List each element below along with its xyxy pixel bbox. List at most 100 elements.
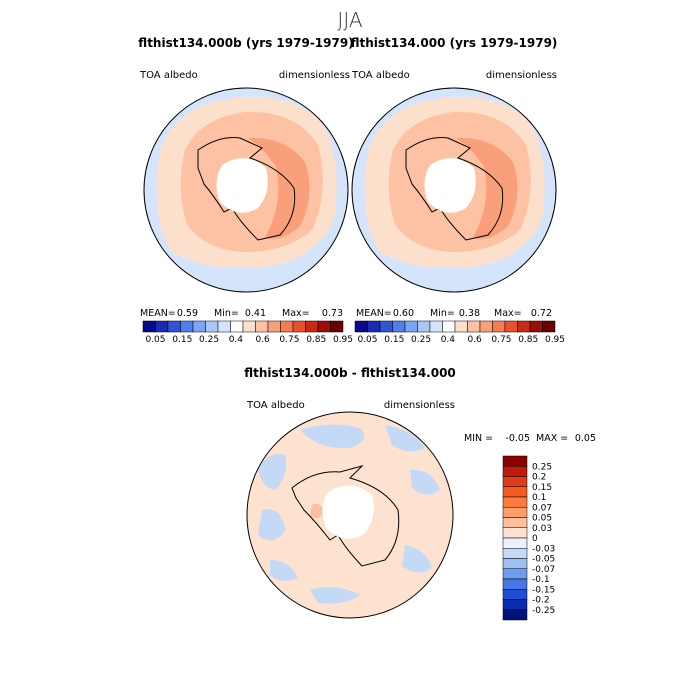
negative-patch — [300, 424, 365, 449]
panel-3-max-value: 0.05 — [575, 433, 596, 444]
colorbar-swatch — [502, 568, 528, 580]
negative-patch — [402, 545, 432, 573]
colorbar-swatch — [502, 476, 528, 487]
colorbar-swatch — [492, 320, 506, 333]
colorbar-tick-label: 0.85 — [518, 335, 538, 345]
colorbar-swatch — [517, 320, 531, 333]
panel-2-max-label: Max= — [494, 308, 522, 319]
panel-1-variable: TOA albedo — [139, 70, 198, 81]
panel-2-mean-label: MEAN= — [356, 308, 392, 319]
colorbar-tick-label: 0.2 — [532, 473, 546, 483]
colorbar-swatch — [280, 320, 294, 333]
panel-2-map-border — [351, 87, 557, 293]
antarctica-coastline — [405, 137, 504, 241]
colorbar-tick-label: 0.1 — [532, 493, 546, 503]
colorbar-swatch — [502, 527, 528, 539]
panel-3-title: flthist134.000b - flthist134.000 — [244, 366, 456, 380]
panel-1-mean-label: MEAN= — [140, 308, 176, 319]
colorbar-tick-label: -0.25 — [532, 606, 555, 616]
panel-3-min-value: -0.05 — [505, 433, 530, 444]
panel-3-map — [247, 412, 453, 618]
colorbar-swatch — [429, 320, 443, 333]
colorbar-swatch — [502, 507, 528, 518]
panel-2-max-value: 0.72 — [531, 308, 552, 319]
panel-3-units: dimensionless — [384, 400, 455, 411]
panel-1-min-label: Min= — [214, 308, 239, 319]
colorbar-tick-label: 0.4 — [441, 335, 456, 345]
colorbar-swatch — [255, 320, 269, 333]
colorbar-swatch — [155, 320, 169, 333]
colorbar-swatch — [442, 320, 456, 333]
colorbar-swatch — [504, 320, 518, 333]
colorbar-swatch — [142, 320, 156, 333]
panel-2-units: dimensionless — [486, 70, 557, 81]
panel-1: flthist134.000b (yrs 1979-1979) TOA albe… — [138, 36, 353, 345]
colorbar-swatch — [417, 320, 431, 333]
colorbar-swatch — [292, 320, 306, 333]
panel-2-min-value: 0.38 — [459, 308, 480, 319]
colorbar-tick-label: 0.25 — [532, 462, 552, 472]
panel-1-max-value: 0.73 — [322, 308, 343, 319]
colorbar-tick-label: 0.03 — [532, 524, 552, 534]
colorbar-swatch — [205, 320, 219, 333]
panel-3: flthist134.000b - flthist134.000 TOA alb… — [244, 366, 596, 621]
polar-data-gap — [216, 158, 268, 213]
panel-3-map-border — [246, 411, 454, 619]
panel-1-map-border — [143, 87, 349, 293]
panel-3-colorbar: 0.250.20.150.10.070.050.030-0.03-0.05-0.… — [502, 455, 555, 621]
colorbar-swatch — [502, 558, 528, 569]
antarctica-coastline — [197, 137, 296, 241]
colorbar-swatch — [404, 320, 418, 333]
colorbar-swatch — [502, 609, 528, 621]
albedo-band-high — [456, 137, 518, 239]
colorbar-swatch — [379, 320, 393, 333]
colorbar-tick-label: -0.15 — [532, 585, 555, 595]
colorbar-swatch — [502, 455, 528, 467]
panel-2-variable: TOA albedo — [351, 70, 410, 81]
panel-2-title: flthist134.000 (yrs 1979-1979) — [351, 36, 558, 50]
colorbar-swatch — [317, 320, 331, 333]
panel-1-map — [144, 88, 348, 292]
negative-patch — [258, 454, 287, 490]
colorbar-swatch — [367, 320, 381, 333]
negative-patch — [258, 509, 286, 541]
panel-2: flthist134.000 (yrs 1979-1979) TOA albed… — [351, 36, 565, 345]
colorbar-tick-label: 0.4 — [229, 335, 244, 345]
antarctica-coastline — [291, 465, 400, 567]
polar-data-gap — [424, 158, 476, 213]
panel-2-mean-value: 0.60 — [393, 308, 414, 319]
panel-1-title: flthist134.000b (yrs 1979-1979) — [138, 36, 353, 50]
colorbar-tick-label: 0.25 — [411, 335, 431, 345]
panel-3-min-label: MIN = — [464, 433, 493, 444]
colorbar-swatch — [502, 466, 528, 477]
panel-2-colorbar: 0.05 0.15 0.25 0.4 0.6 0.75 0.85 0.95 — [354, 320, 565, 345]
colorbar-swatch — [502, 486, 528, 498]
colorbar-swatch — [267, 320, 281, 333]
colorbar-tick-label: 0.95 — [545, 335, 565, 345]
colorbar-swatch — [502, 589, 528, 600]
colorbar-swatch — [467, 320, 481, 333]
colorbar-swatch — [180, 320, 194, 333]
positive-patch — [310, 503, 324, 519]
colorbar-swatch — [305, 320, 319, 333]
colorbar-tick-label: 0.95 — [333, 335, 353, 345]
panel-2-min-label: Min= — [430, 308, 455, 319]
colorbar-tick-label: 0.07 — [532, 503, 552, 513]
colorbar-tick-label: 0.05 — [357, 335, 377, 345]
colorbar-tick-label: 0.15 — [172, 335, 192, 345]
colorbar-tick-label: 0.6 — [255, 335, 270, 345]
colorbar-swatch — [354, 320, 368, 333]
panel-1-colorbar: 0.05 0.15 0.25 0.4 0.6 0.75 0.85 0.95 — [142, 320, 353, 345]
figure-title: JJA — [337, 8, 362, 32]
colorbar-tick-label: 0.85 — [306, 335, 326, 345]
colorbar-tick-label: -0.05 — [532, 555, 555, 565]
colorbar-tick-label: 0.15 — [532, 483, 552, 493]
colorbar-tick-label: 0.25 — [199, 335, 219, 345]
negative-patch — [410, 469, 440, 495]
colorbar-swatch — [502, 537, 528, 549]
colorbar-swatch — [330, 320, 344, 333]
colorbar-swatch — [192, 320, 206, 333]
colorbar-tick-label: 0.05 — [145, 335, 165, 345]
panel-1-mean-value: 0.59 — [177, 308, 198, 319]
